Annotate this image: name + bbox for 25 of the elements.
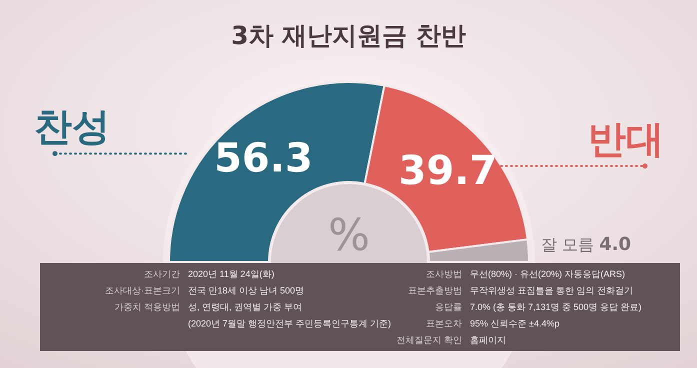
text: 표본오차 (426, 318, 462, 328)
text: 전국 만18세 이상 남녀 500명 (188, 286, 304, 296)
text: 조사기간 (144, 269, 180, 279)
text: 조사방법 (426, 269, 462, 279)
text: 가중치 적용방법 (114, 302, 180, 312)
slice-label: 찬성 (34, 104, 110, 149)
text: 무선(80%) · 유선(20%) 자동응답(ARS) (470, 269, 626, 279)
text: 무작위생성 표집틀을 통한 임의 전화걸기 (470, 286, 634, 296)
data-label: 56.3 (214, 136, 313, 182)
text: % (328, 210, 370, 261)
text: 홈페이지 (470, 335, 506, 345)
text: 조사대상·표본크기 (105, 286, 180, 296)
text: 95% 신뢰수준 ±4.4%p (470, 318, 560, 328)
text: 2020년 11월 24일(화) (188, 269, 274, 279)
slice-label: 반대 (588, 117, 664, 162)
data-label: 4.0 (599, 234, 632, 255)
text: 전체질문지 확인 (396, 335, 462, 345)
text: 표본추출방법 (408, 286, 462, 296)
text: (2020년 7월말 행정안전부 주민등록인구통계 기준) (188, 318, 392, 328)
text: 성, 연령대, 권역별 가중 부여 (188, 302, 302, 312)
data-label: 39.7 (398, 148, 498, 194)
text: 응답률 (435, 302, 462, 312)
text: 7.0% (총 통화 7,131명 중 500명 응답 완료) (470, 302, 642, 312)
slice-label: 잘 모름 (541, 235, 594, 254)
chart-title: 3차 재난지원금 찬반 (231, 21, 466, 50)
